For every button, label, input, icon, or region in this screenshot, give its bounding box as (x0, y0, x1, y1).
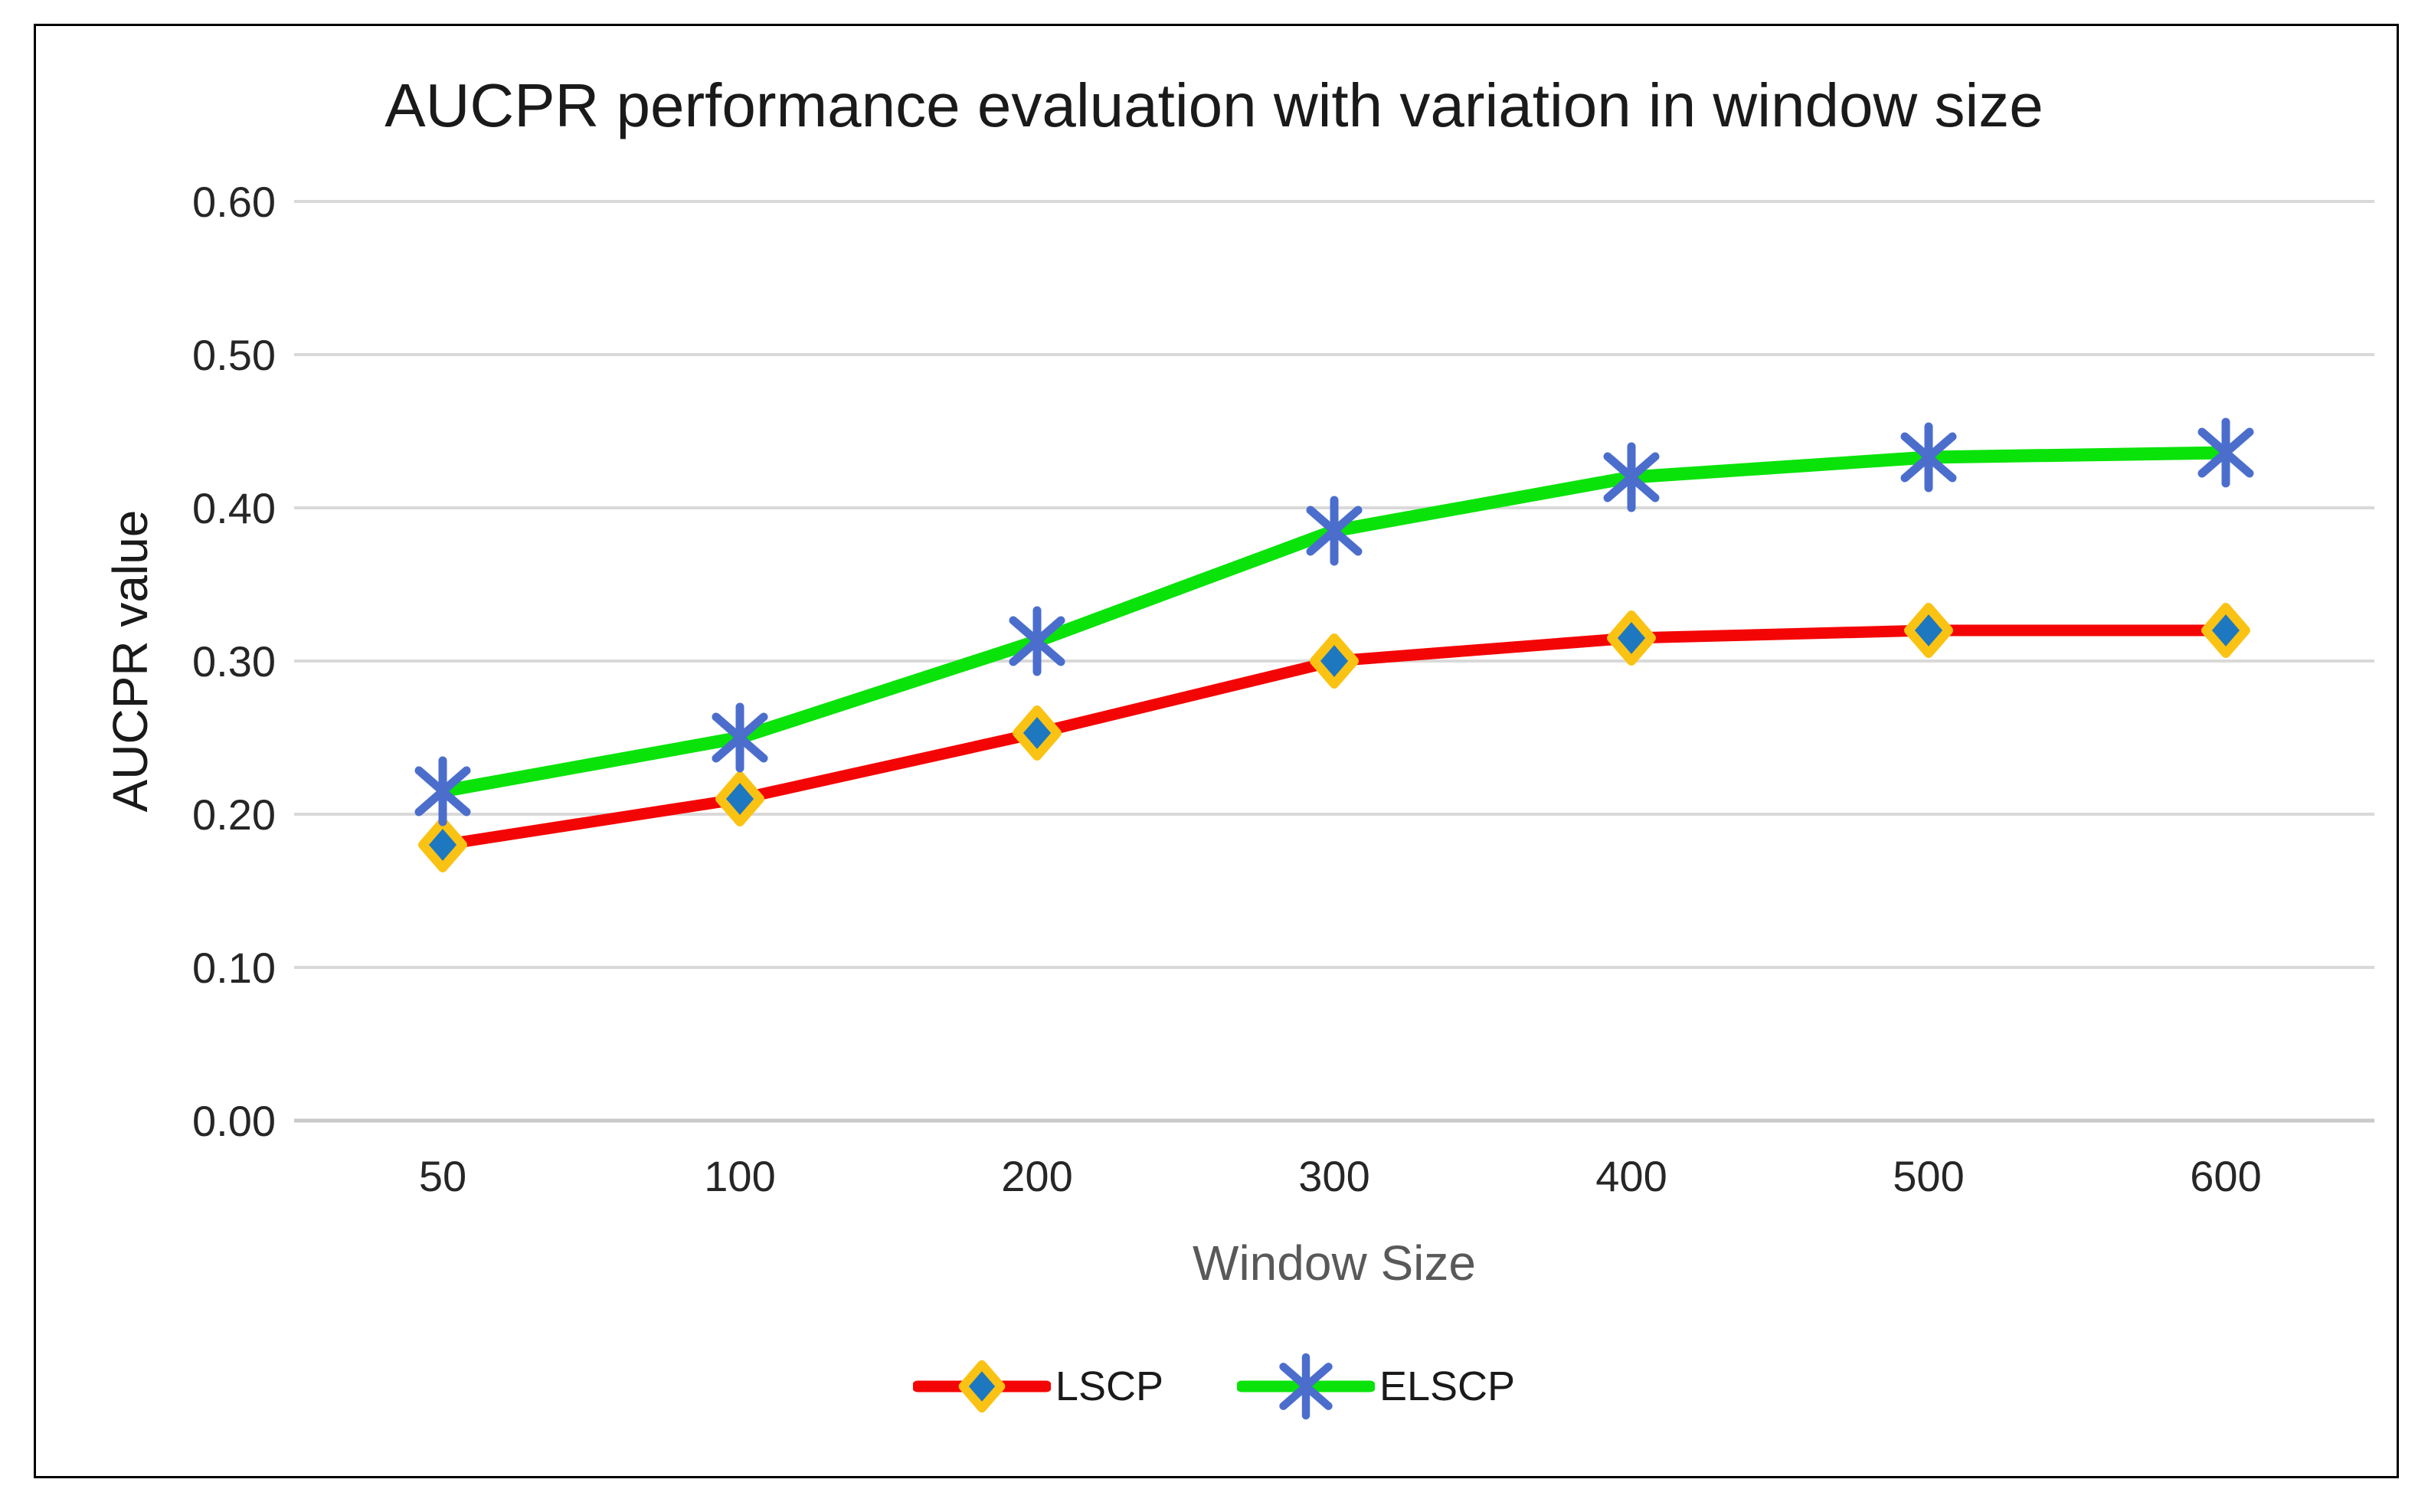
lscp-line-marker-icon (912, 1360, 1051, 1413)
legend-label-elscp: ELSCP (1379, 1363, 1516, 1409)
diamond-marker-icon (958, 1360, 1006, 1413)
x-axis-title: Window Size (1193, 1235, 1476, 1291)
y-tick-label: 0.20 (192, 790, 276, 839)
y-tick-label: 0.50 (192, 331, 276, 379)
asterisk-marker-icon (712, 712, 768, 763)
legend: LSCP ELSCP (0, 1350, 2428, 1423)
legend-item-elscp: ELSCP (1236, 1350, 1516, 1423)
diamond-marker-icon (1013, 705, 1062, 761)
diamond-marker-icon (2201, 603, 2250, 658)
x-tick-label: 100 (704, 1152, 775, 1200)
y-tick-label: 0.10 (192, 944, 276, 992)
diamond-marker-icon (1607, 610, 1656, 666)
asterisk-marker-icon (1279, 1363, 1333, 1410)
diamond-marker-icon (1904, 603, 1953, 658)
y-tick-label: 0.40 (192, 484, 276, 532)
legend-label-lscp: LSCP (1055, 1363, 1163, 1409)
x-tick-label: 200 (1001, 1152, 1072, 1200)
y-tick-label: 0.30 (192, 637, 276, 686)
diamond-marker-icon (418, 817, 467, 872)
chart-title: AUCPR performance evaluation with variat… (384, 71, 2044, 139)
x-tick-label: 600 (2190, 1152, 2261, 1200)
diamond-marker-icon (715, 771, 764, 826)
elscp-line-marker-icon (1236, 1353, 1375, 1420)
y-tick-label: 0.00 (192, 1097, 276, 1145)
asterisk-marker-icon (1603, 452, 1660, 502)
x-tick-label: 300 (1298, 1152, 1369, 1200)
asterisk-marker-icon (1009, 616, 1065, 666)
asterisk-marker-icon (1306, 506, 1363, 556)
x-tick-label: 50 (419, 1152, 466, 1200)
y-tick-label: 0.60 (192, 178, 276, 226)
asterisk-marker-icon (414, 766, 471, 817)
x-tick-label: 400 (1595, 1152, 1667, 1200)
x-tick-label: 500 (1893, 1152, 1964, 1200)
diamond-marker-icon (1310, 633, 1359, 689)
asterisk-marker-icon (1900, 432, 1957, 483)
chart-outer-border (34, 24, 2399, 1478)
asterisk-marker-icon (2197, 427, 2254, 478)
legend-item-lscp: LSCP (912, 1350, 1163, 1423)
